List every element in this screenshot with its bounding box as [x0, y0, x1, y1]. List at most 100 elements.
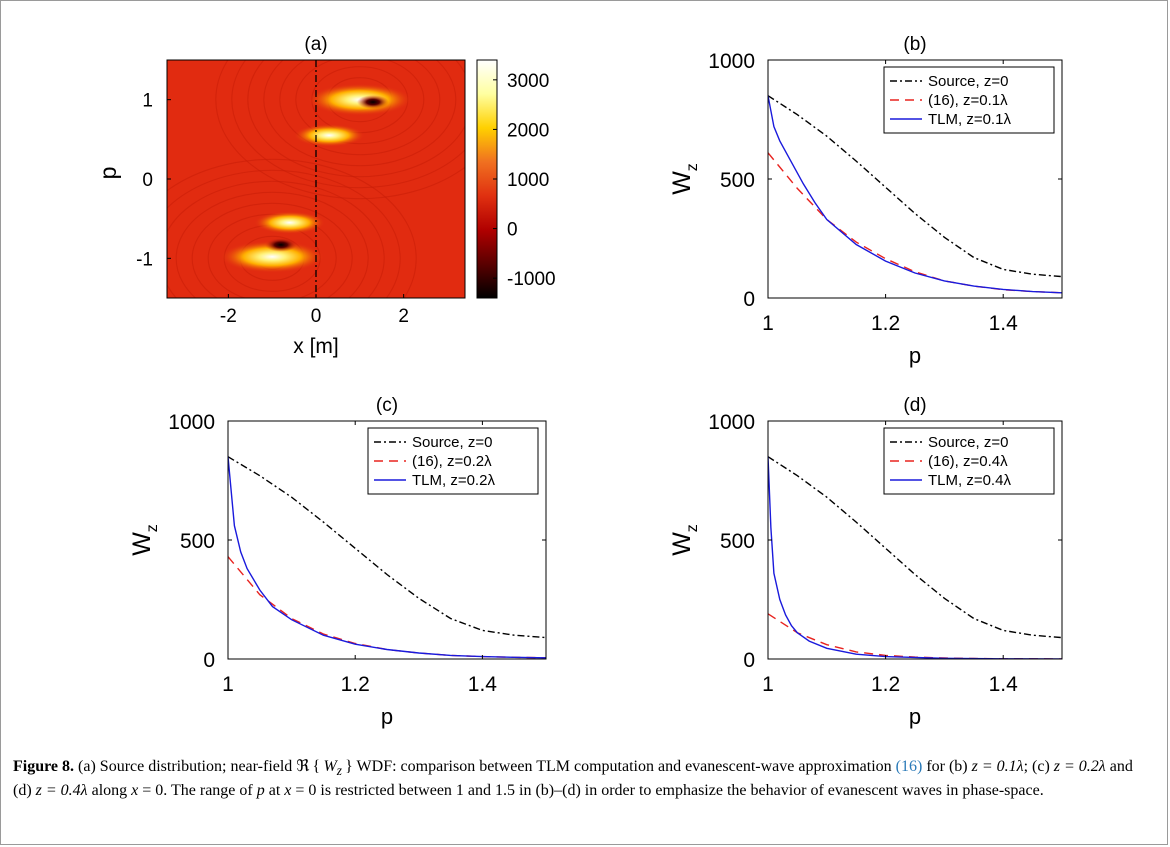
- x-tick-label: 1: [762, 673, 774, 696]
- series-line-solid: [228, 456, 546, 659]
- caption-equation-ref-link[interactable]: (16): [895, 758, 923, 775]
- heatmap-ripple: [279, 60, 441, 156]
- colorbar-tick-label: 2000: [507, 120, 549, 141]
- x-tick-label: -2: [220, 306, 237, 327]
- y-axis-label-sub: z: [684, 524, 701, 532]
- x-axis-label: p: [909, 704, 921, 729]
- legend-entry: Source, z=0: [928, 73, 1008, 90]
- colorbar-tick-label: 3000: [507, 71, 549, 92]
- x-tick-label: 1.4: [468, 673, 498, 696]
- y-axis-label: Wz: [128, 524, 161, 556]
- legend-entry: (16), z=0.4λ: [928, 453, 1008, 470]
- colorbar-tick-label: 0: [507, 220, 518, 241]
- y-tick-label: 1000: [708, 411, 755, 434]
- caption-brace-open: {: [312, 758, 321, 775]
- y-tick-label: -1: [136, 249, 153, 270]
- heatmap-ripple: [167, 180, 385, 298]
- plot-area: [768, 95, 1062, 294]
- heatmap-hotspot: [293, 124, 365, 147]
- caption-text-2: WDF: comparison between TLM computation …: [352, 758, 896, 775]
- heatmap-ripple: [247, 60, 465, 178]
- series-line-dashdot: [228, 456, 546, 639]
- panel-a-plot-area: [167, 60, 465, 298]
- heatmap-ripple: [231, 60, 465, 189]
- series-line-dash: [228, 556, 546, 659]
- heatmap-ripple: [295, 60, 425, 145]
- y-axis-label: Wz: [668, 524, 701, 556]
- series-line-dashdot: [768, 95, 1062, 278]
- caption-label: Figure 8.: [13, 758, 75, 775]
- panel-label: (c): [376, 395, 398, 416]
- x-tick-label: 1: [222, 673, 234, 696]
- plot-area: [228, 456, 546, 659]
- x-tick-label: 1: [762, 312, 774, 335]
- y-tick-label: 1: [142, 91, 153, 112]
- x-tick-label: 1.2: [871, 673, 900, 696]
- series-line-dashdot: [768, 456, 1062, 639]
- caption-w-var: W: [323, 758, 337, 775]
- caption-eq-x: x: [131, 782, 139, 800]
- y-tick-label: 500: [180, 530, 215, 553]
- x-tick-label: 1.4: [989, 312, 1019, 335]
- x-axis-label: x [m]: [293, 335, 339, 358]
- y-tick-label: 0: [142, 170, 153, 191]
- legend-entry: Source, z=0: [928, 434, 1008, 451]
- y-axis-label-sub: z: [144, 524, 161, 532]
- caption-w-sub: z: [336, 763, 342, 779]
- caption-text-9: = 0 is restricted between 1 and 1.5 in (…: [291, 782, 1044, 800]
- panel-label: (b): [903, 34, 926, 55]
- heatmap-ripple: [167, 158, 417, 298]
- legend: Source, z=0 (16), z=0.4λ TLM, z=0.4λ: [883, 427, 1055, 495]
- caption-text-5: and (d): [13, 758, 1133, 800]
- heatmap-hotspot: [356, 95, 389, 110]
- panel-label: (d): [903, 395, 926, 416]
- heatmap-hotspot: [254, 211, 326, 234]
- caption-re-symbol: ℜ: [296, 758, 310, 775]
- heatmap-ripple: [215, 60, 465, 200]
- legend-entry: TLM, z=0.1λ: [928, 111, 1011, 128]
- y-axis-label-main: W: [668, 171, 696, 195]
- y-tick-label: 500: [720, 530, 755, 553]
- heatmap-hotspot: [220, 240, 325, 273]
- caption-text-3: for (b): [922, 758, 972, 775]
- legend-entry: (16), z=0.1λ: [928, 92, 1008, 109]
- legend: Source, z=0 (16), z=0.2λ TLM, z=0.2λ: [367, 427, 539, 495]
- heatmap-ripple: [263, 60, 457, 167]
- x-tick-label: 0: [311, 306, 322, 327]
- y-tick-label: 1000: [708, 50, 755, 73]
- panel-c-line-chart: (c) 1 1.2 1.4 0 500 1000 p Wz Source, z=0 (16), z=…: [128, 395, 547, 729]
- heatmap-hotspot: [264, 237, 297, 252]
- y-axis-label-main: W: [668, 532, 696, 556]
- series-line-solid: [768, 456, 1062, 659]
- legend-entry: (16), z=0.2λ: [412, 453, 492, 470]
- caption-text-6: along: [87, 782, 132, 800]
- caption-text-1: (a) Source distribution; near-field: [78, 758, 297, 775]
- caption-text-4: ; (c): [1023, 758, 1054, 775]
- x-tick-label: 1.2: [871, 312, 900, 335]
- panel-a-label: (a): [304, 34, 327, 55]
- colorbar-tick-label: 1000: [507, 170, 549, 191]
- heatmap-ripple: [175, 191, 369, 298]
- y-axis-label: Wz: [668, 163, 701, 195]
- x-tick-label: 1.4: [989, 673, 1019, 696]
- series-line-solid: [768, 95, 1062, 294]
- y-axis-label-sub: z: [684, 163, 701, 171]
- legend-entry: TLM, z=0.2λ: [412, 472, 495, 489]
- caption-brace-close: }: [345, 758, 353, 775]
- legend-entry: TLM, z=0.4λ: [928, 472, 1011, 489]
- panel-b-line-chart: (b) 1 1.2 1.4 0 500 1000 p Wz Source, z=0 (16), z=…: [668, 34, 1063, 368]
- y-tick-label: 0: [203, 649, 215, 672]
- figure-caption: Figure 8. (a) Source distribution; near-…: [13, 757, 1153, 801]
- y-tick-label: 0: [743, 288, 755, 311]
- panel-d-line-chart: (d) 1 1.2 1.4 0 500 1000 p Wz Source, z=0 (16), z=…: [668, 395, 1063, 729]
- x-axis-label: p: [381, 704, 393, 729]
- legend-entry: Source, z=0: [412, 434, 492, 451]
- colorbar-tick-label: -1000: [507, 269, 556, 290]
- heatmap-ripple: [167, 169, 401, 298]
- x-tick-label: 1.2: [341, 673, 370, 696]
- heatmap-ripple: [191, 202, 353, 298]
- plot-area: [768, 456, 1062, 659]
- x-axis-label: p: [909, 343, 921, 368]
- x-tick-label: 2: [398, 306, 409, 327]
